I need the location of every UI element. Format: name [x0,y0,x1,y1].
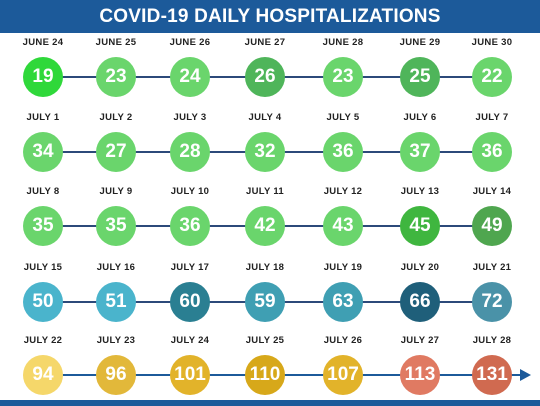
daily-value-circle: 37 [400,132,440,172]
daily-value-circle: 19 [23,57,63,97]
date-label: JULY 5 [326,112,360,123]
date-label: JULY 27 [400,335,440,346]
daily-value-circle: 45 [400,206,440,246]
daily-value-circle: 22 [472,57,512,97]
daily-value-circle: 35 [23,206,63,246]
daily-value-circle: 107 [323,355,363,395]
date-label: JUNE 29 [399,37,441,48]
daily-value-circle: 94 [23,355,63,395]
daily-value-circle: 25 [400,57,440,97]
daily-value-circle: 23 [323,57,363,97]
date-label: JULY 9 [99,186,133,197]
date-label: JULY 14 [472,186,512,197]
date-label: JUNE 24 [22,37,64,48]
date-label: JULY 6 [403,112,437,123]
date-label: JULY 21 [472,262,512,273]
date-label: JULY 26 [323,335,363,346]
date-label: JULY 15 [23,262,63,273]
daily-value-circle: 28 [170,132,210,172]
daily-value-circle: 60 [170,282,210,322]
daily-value-circle: 27 [96,132,136,172]
daily-value-circle: 51 [96,282,136,322]
daily-value-circle: 110 [245,355,285,395]
daily-value-circle: 131 [472,355,512,395]
date-label: JULY 16 [96,262,136,273]
daily-value-circle: 35 [96,206,136,246]
chart-title: COVID-19 DAILY HOSPITALIZATIONS [0,0,540,33]
date-label: JULY 11 [245,186,285,197]
date-label: JULY 8 [26,186,60,197]
date-label: JULY 20 [400,262,440,273]
daily-value-circle: 26 [245,57,285,97]
daily-value-circle: 24 [170,57,210,97]
daily-value-circle: 36 [323,132,363,172]
date-label: JULY 12 [323,186,363,197]
date-label: JULY 24 [170,335,210,346]
bottom-accent-bar [0,400,540,406]
arrow-head-icon [520,369,531,381]
daily-value-circle: 113 [400,355,440,395]
date-label: JULY 25 [245,335,285,346]
daily-value-circle: 36 [472,132,512,172]
date-label: JULY 7 [475,112,509,123]
date-label: JULY 4 [248,112,282,123]
date-label: JUNE 25 [95,37,137,48]
date-label: JUNE 27 [244,37,286,48]
daily-value-circle: 50 [23,282,63,322]
daily-value-circle: 72 [472,282,512,322]
date-label: JULY 18 [245,262,285,273]
daily-value-circle: 36 [170,206,210,246]
date-label: JULY 19 [323,262,363,273]
date-label: JUNE 26 [169,37,211,48]
daily-value-circle: 63 [323,282,363,322]
daily-value-circle: 32 [245,132,285,172]
date-label: JULY 1 [26,112,60,123]
date-label: JULY 17 [170,262,210,273]
daily-value-circle: 34 [23,132,63,172]
daily-value-circle: 43 [323,206,363,246]
date-label: JULY 22 [23,335,63,346]
daily-value-circle: 101 [170,355,210,395]
daily-value-circle: 66 [400,282,440,322]
daily-value-circle: 42 [245,206,285,246]
daily-value-circle: 59 [245,282,285,322]
date-label: JULY 3 [173,112,207,123]
daily-value-circle: 23 [96,57,136,97]
date-label: JULY 23 [96,335,136,346]
daily-value-circle: 49 [472,206,512,246]
date-label: JULY 28 [472,335,512,346]
date-label: JULY 13 [400,186,440,197]
date-label: JUNE 28 [322,37,364,48]
date-label: JUNE 30 [471,37,513,48]
daily-value-circle: 96 [96,355,136,395]
date-label: JULY 2 [99,112,133,123]
date-label: JULY 10 [170,186,210,197]
